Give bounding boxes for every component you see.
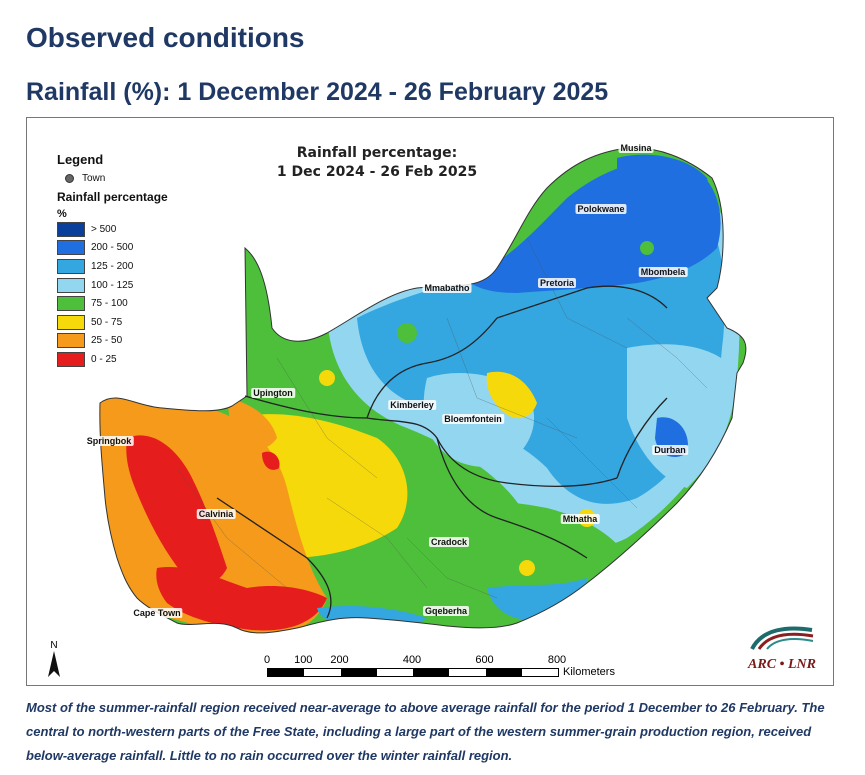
- arc-logo: ARC • LNR: [739, 624, 825, 673]
- legend-class: 125 - 200: [57, 257, 168, 276]
- scale-tick: 0: [263, 654, 271, 666]
- page-title: Observed conditions: [26, 22, 305, 53]
- scale-unit: Kilometers: [563, 666, 615, 678]
- legend-class-label: 25 - 50: [91, 335, 123, 347]
- scale-tick: 200: [330, 654, 349, 666]
- town-label: Polokwane: [575, 204, 627, 214]
- legend-class: 50 - 75: [57, 313, 168, 332]
- legend-class-label: 100 - 125: [91, 279, 134, 291]
- legend-swatch: [57, 351, 85, 367]
- legend-swatch: [57, 240, 85, 256]
- legend-class-label: > 500: [91, 223, 117, 235]
- legend-class-label: 125 - 200: [91, 260, 134, 272]
- scale-tick: 100: [294, 654, 313, 666]
- legend-class-label: 200 - 500: [91, 242, 134, 254]
- legend-class: > 500: [57, 220, 168, 239]
- map-frame: Rainfall percentage: 1 Dec 2024 - 26 Feb…: [26, 117, 834, 686]
- map-legend: Legend Town Rainfall percentage % > 500 2…: [57, 152, 168, 369]
- caption-text: Most of the summer-rainfall region recei…: [26, 700, 825, 763]
- legend-title: Legend: [57, 152, 104, 167]
- legend-swatch: [57, 333, 85, 349]
- north-arrow-icon: [48, 651, 60, 677]
- arc-logo-icon: [750, 626, 814, 651]
- legend-class-label: 0 - 25: [91, 353, 117, 365]
- legend-swatch: [57, 314, 85, 330]
- scale-ticks: 0 100 200 400 600 800: [263, 654, 566, 668]
- scale-tick: 800: [547, 654, 567, 666]
- legend-class: 75 - 100: [57, 294, 168, 313]
- town-label: Mmabatho: [422, 283, 472, 293]
- town-label: Cape Town: [131, 608, 183, 618]
- legend-section-title: Rainfall percentage: [57, 190, 168, 204]
- legend-class: 100 - 125: [57, 276, 168, 295]
- town-label: Pretoria: [537, 278, 577, 288]
- legend-class: 200 - 500: [57, 239, 168, 258]
- north-arrow: N: [47, 640, 61, 680]
- legend-class: 25 - 50: [57, 332, 168, 351]
- legend-swatch: [57, 296, 85, 312]
- town-label: Durban: [652, 445, 688, 455]
- legend-swatch: [57, 277, 85, 293]
- town-label: Calvinia: [196, 509, 236, 519]
- scale-tick: 400: [402, 654, 422, 666]
- town-label: Cradock: [428, 537, 470, 547]
- map-title: Rainfall percentage: 1 Dec 2024 - 26 Feb…: [276, 145, 478, 180]
- town-label: Bloemfontein: [442, 414, 504, 424]
- legend-class-label: 50 - 75: [91, 316, 123, 328]
- legend-class: 0 - 25: [57, 350, 168, 369]
- scale-bar: 0 100 200 400 600 800 Kilometers: [263, 654, 615, 678]
- town-label: Springbok: [84, 436, 134, 446]
- town-label: Musina: [618, 143, 654, 153]
- town-label: Kimberley: [388, 400, 436, 410]
- legend-unit: %: [57, 208, 67, 220]
- town-dot-icon: [65, 174, 74, 183]
- scale-tick: 600: [475, 654, 494, 666]
- town-label: Upington: [251, 388, 295, 398]
- rainfall-map: [99, 147, 747, 634]
- scale-bar-graphic: [267, 668, 559, 677]
- page-subtitle: Rainfall (%): 1 December 2024 - 26 Febru…: [26, 78, 609, 106]
- legend-town: Town: [65, 173, 168, 184]
- town-label: Gqeberha: [422, 606, 470, 616]
- town-label: Mbombela: [638, 267, 688, 277]
- legend-class-label: 75 - 100: [91, 298, 128, 310]
- legend-swatch: [57, 258, 85, 274]
- legend-swatch: [57, 221, 85, 237]
- town-label: Mthatha: [560, 514, 600, 524]
- legend-classes: > 500 200 - 500 125 - 200 100 - 125 75 - 100…: [57, 220, 168, 369]
